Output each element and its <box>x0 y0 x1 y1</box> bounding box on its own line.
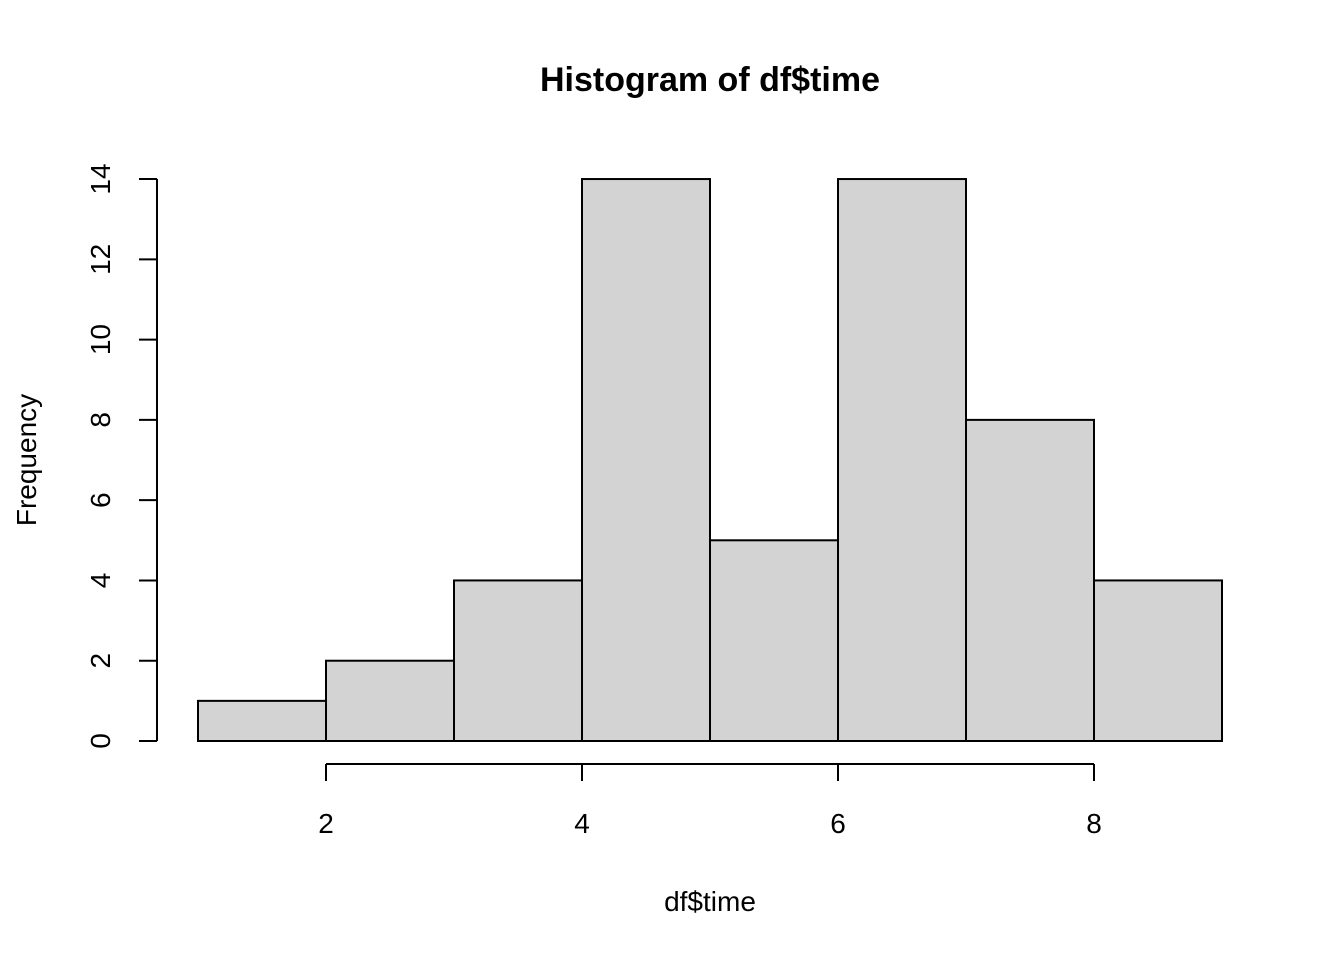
y-tick-label: 8 <box>85 412 116 428</box>
y-tick-label: 4 <box>85 573 116 589</box>
y-tick-label: 2 <box>85 653 116 669</box>
histogram-bar-7 <box>965 418 1095 742</box>
x-tick-label: 4 <box>574 808 590 839</box>
y-axis: 0 2 4 6 8 10 12 14 <box>85 163 158 749</box>
x-axis-label: df$time <box>664 886 756 917</box>
y-tick-label: 6 <box>85 492 116 508</box>
y-axis-label: Frequency <box>11 394 42 526</box>
x-tick-label: 2 <box>318 808 334 839</box>
x-tick-label: 6 <box>830 808 846 839</box>
histogram-bar-4 <box>581 178 711 743</box>
bars-layer <box>197 178 1223 743</box>
chart-title: Histogram of df$time <box>540 61 880 99</box>
histogram-bar-3 <box>453 579 583 742</box>
y-tick-label: 0 <box>85 733 116 749</box>
histogram-bar-2 <box>325 659 455 742</box>
y-tick-label: 14 <box>85 163 116 194</box>
y-tick-label: 12 <box>85 244 116 275</box>
x-axis: 2 4 6 8 <box>318 763 1102 839</box>
x-tick-label: 8 <box>1086 808 1102 839</box>
histogram-bar-1 <box>197 699 327 742</box>
histogram-bar-6 <box>837 178 967 743</box>
histogram-bar-8 <box>1093 579 1223 742</box>
histogram-bar-5 <box>709 539 839 742</box>
y-tick-label: 10 <box>85 324 116 355</box>
